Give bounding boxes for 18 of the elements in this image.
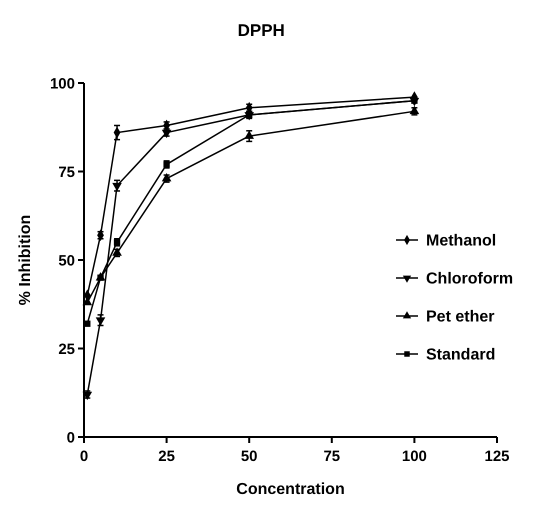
legend-label: Standard xyxy=(426,346,496,364)
chart-title: DPPH xyxy=(238,21,285,40)
legend-label: Pet ether xyxy=(426,308,494,326)
x-axis-title: Concentration xyxy=(236,481,345,498)
x-tick-label: 0 xyxy=(80,448,88,465)
y-axis-title: % Inhibition xyxy=(17,214,34,306)
legend-label: Methanol xyxy=(426,232,496,250)
x-tick-label: 25 xyxy=(158,448,175,465)
y-tick-label: 50 xyxy=(58,252,75,270)
x-tick-label: 75 xyxy=(323,448,340,465)
x-tick-label: 125 xyxy=(484,448,510,465)
y-tick-label: 0 xyxy=(66,429,75,446)
legend-label: Chloroform xyxy=(426,270,514,288)
y-tick-label: 25 xyxy=(58,340,75,358)
y-tick-label: 100 xyxy=(50,75,75,92)
y-tick-label: 75 xyxy=(58,164,75,181)
x-tick-label: 50 xyxy=(240,448,258,465)
x-tick-label: 100 xyxy=(402,448,427,465)
